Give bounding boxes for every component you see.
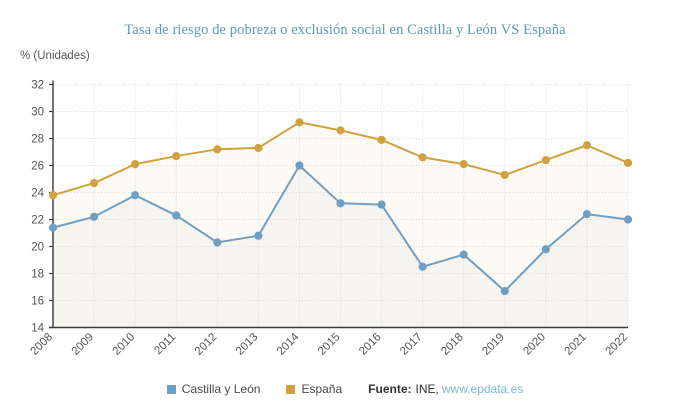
data-point[interactable] <box>131 191 140 200</box>
svg-text:32: 32 <box>31 80 44 92</box>
svg-text:2012: 2012 <box>193 331 220 358</box>
x-axis-tick-labels: 2008 2009 2010 2011 2012 2013 2014 2015 2016 2017… <box>29 331 631 358</box>
data-point[interactable] <box>459 160 468 169</box>
svg-text:2022: 2022 <box>604 331 631 358</box>
legend-item-label: Castilla y León <box>181 382 261 396</box>
data-point[interactable] <box>500 170 509 180</box>
data-point[interactable] <box>336 126 345 135</box>
data-point[interactable] <box>295 161 304 170</box>
data-point[interactable] <box>89 212 99 221</box>
svg-text:2010: 2010 <box>111 331 138 358</box>
data-point[interactable] <box>89 178 99 188</box>
svg-text:28: 28 <box>31 134 44 146</box>
svg-text:30: 30 <box>31 107 44 119</box>
data-point[interactable] <box>459 250 468 259</box>
source-prefix-label: Fuente: <box>368 382 412 396</box>
data-point[interactable] <box>254 143 263 153</box>
svg-text:2011: 2011 <box>152 331 178 357</box>
source-name-label: INE <box>415 382 436 396</box>
svg-text:2009: 2009 <box>70 331 97 358</box>
data-point[interactable] <box>213 238 222 247</box>
data-point[interactable] <box>48 223 58 232</box>
svg-text:26: 26 <box>31 161 44 173</box>
legend-item-label: España <box>301 382 343 396</box>
series-data-points[interactable] <box>48 118 633 296</box>
svg-text:2013: 2013 <box>234 331 261 358</box>
data-point[interactable] <box>377 135 386 144</box>
data-point[interactable] <box>172 211 181 220</box>
data-point[interactable] <box>418 153 427 162</box>
data-point[interactable] <box>295 118 304 127</box>
data-point[interactable] <box>541 156 550 165</box>
svg-text:18: 18 <box>31 269 44 281</box>
data-point[interactable] <box>623 158 633 167</box>
data-point[interactable] <box>336 199 345 208</box>
data-point[interactable] <box>172 151 181 161</box>
chart-legend: Castilla y León España Fuente: INE , www… <box>0 382 690 396</box>
data-point[interactable] <box>582 141 592 150</box>
source-attribution: Fuente: INE , www.epdata.es <box>368 382 523 396</box>
data-point[interactable] <box>213 145 222 154</box>
y-axis-unit-label: % (Unidades) <box>20 50 90 62</box>
data-point[interactable] <box>254 231 263 240</box>
y-axis-tick-labels: 14 16 18 20 22 24 26 28 30 32 <box>31 80 53 335</box>
svg-text:2014: 2014 <box>275 331 302 358</box>
svg-text:2021: 2021 <box>562 331 589 358</box>
svg-text:2015: 2015 <box>316 331 343 358</box>
source-link[interactable]: www.epdata.es <box>441 382 524 396</box>
data-point[interactable] <box>500 286 509 296</box>
svg-text:14: 14 <box>31 323 44 335</box>
svg-text:24: 24 <box>31 188 44 200</box>
legend-item-castilla-y-leon[interactable]: Castilla y León <box>166 382 261 396</box>
source-separator: , <box>435 382 439 396</box>
svg-text:20: 20 <box>31 242 44 254</box>
legend-swatch-icon <box>286 384 296 394</box>
svg-text:2016: 2016 <box>357 331 384 358</box>
data-point[interactable] <box>131 160 140 169</box>
data-point[interactable] <box>418 262 427 271</box>
data-point[interactable] <box>582 210 592 219</box>
svg-text:2019: 2019 <box>480 331 507 358</box>
svg-text:2018: 2018 <box>439 331 466 358</box>
series-area-fills <box>53 122 628 328</box>
svg-text:16: 16 <box>31 296 44 308</box>
svg-text:2008: 2008 <box>29 331 56 358</box>
page-title: Tasa de riesgo de pobreza o exclusión so… <box>124 22 566 38</box>
svg-text:2017: 2017 <box>398 331 425 358</box>
legend-item-espana[interactable]: España <box>286 382 342 396</box>
axes <box>49 80 628 329</box>
legend-swatch-icon <box>166 384 176 394</box>
data-point[interactable] <box>623 215 633 224</box>
svg-text:2020: 2020 <box>521 331 548 358</box>
data-point[interactable] <box>48 191 58 200</box>
data-point[interactable] <box>541 245 550 254</box>
svg-text:22: 22 <box>31 215 44 227</box>
data-point[interactable] <box>377 200 386 209</box>
